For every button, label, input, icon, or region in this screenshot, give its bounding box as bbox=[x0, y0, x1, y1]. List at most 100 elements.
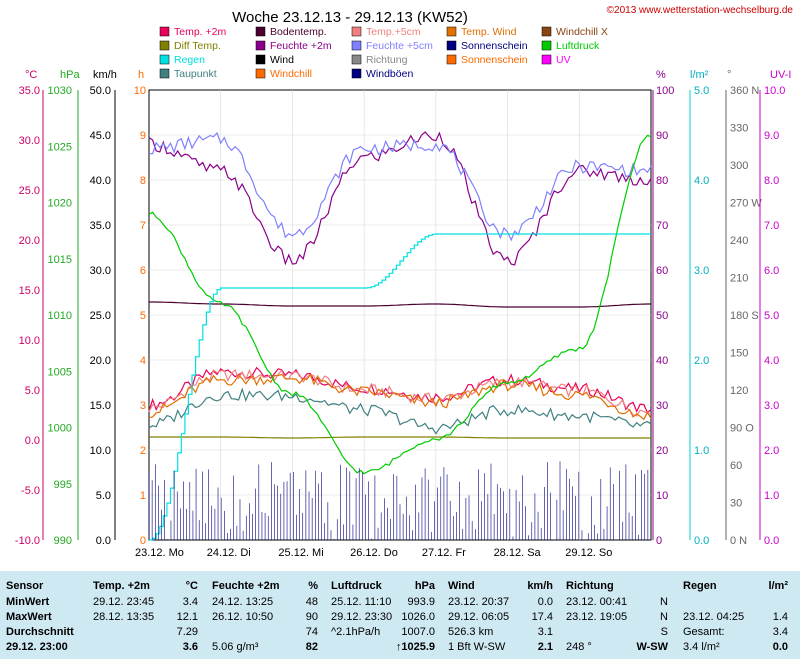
legend-label: Feuchte +2m bbox=[270, 40, 332, 52]
summary-cell: °C bbox=[185, 580, 198, 592]
legend-label: Bodentemp. bbox=[270, 26, 327, 38]
axis-tick-label: 3 bbox=[140, 400, 146, 412]
summary-cell: Richtung bbox=[566, 580, 614, 592]
axis-tick-label: 3.0 bbox=[694, 265, 709, 277]
summary-cell: MaxWert bbox=[6, 611, 52, 623]
summary-cell: 90 bbox=[305, 611, 318, 623]
axis-unit: km/h bbox=[93, 69, 117, 81]
series-line-4 bbox=[149, 301, 651, 308]
axis-tick-label: 1005 bbox=[48, 366, 72, 378]
summary-cell: S bbox=[660, 626, 668, 638]
axis-tick-label: 5.0 bbox=[96, 490, 111, 502]
summary-cell: 3.4 bbox=[772, 626, 788, 638]
series-line-1 bbox=[148, 368, 652, 417]
summary-cell: 2.1 bbox=[537, 641, 553, 653]
summary-cell: Wind bbox=[448, 580, 475, 592]
summary-table: Sensor Temp. +2m °C Feuchte +2m% Luftdruck hP… bbox=[0, 571, 800, 659]
legend-swatch bbox=[446, 26, 457, 37]
axis-tick-label: 990 bbox=[54, 535, 72, 547]
summary-cell: 23.12. 19:05 bbox=[566, 611, 628, 623]
summary-cell: 0.0 bbox=[537, 596, 553, 608]
axis-tick-label: 6 bbox=[140, 265, 146, 277]
axis-tick-label: 35.0 bbox=[90, 220, 111, 232]
summary-cell: 993.9 bbox=[407, 596, 435, 608]
legend-label: Temp.+5cm bbox=[366, 26, 421, 38]
summary-cell: km/h bbox=[527, 580, 553, 592]
legend-swatch bbox=[351, 54, 362, 65]
summary-cell: 24.12. 13:25 bbox=[212, 596, 274, 608]
axis-unit: °C bbox=[25, 69, 37, 81]
axis-tick-label: 1.0 bbox=[764, 490, 779, 502]
axis-tick-label: 30.0 bbox=[90, 265, 111, 277]
axis-tick-label: 45.0 bbox=[90, 130, 111, 142]
legend-swatch bbox=[159, 68, 170, 79]
summary-cell: 48 bbox=[305, 596, 318, 608]
summary-cell: 12.1 bbox=[176, 611, 198, 623]
axis-tick-label: 10 bbox=[134, 85, 146, 97]
axis-tick-label: 1015 bbox=[48, 254, 72, 266]
axis-tick-label: 1030 bbox=[48, 85, 72, 97]
legend-swatch bbox=[541, 40, 552, 51]
summary-cell: 74 bbox=[305, 626, 318, 638]
axis-tick-label: -5.0 bbox=[21, 485, 40, 497]
axes: 35.030.025.020.015.010.05.00.0-5.0-10.01… bbox=[15, 69, 791, 559]
day-label: 23.12. Mo bbox=[135, 547, 184, 559]
axis-tick-label: 10 bbox=[656, 490, 668, 502]
axis-unit: h bbox=[138, 69, 144, 81]
axis-tick-label: 120 bbox=[730, 385, 748, 397]
axis-tick-label: 330 bbox=[730, 123, 748, 135]
legend-swatch bbox=[446, 40, 457, 51]
axis-tick-label: 30 bbox=[730, 498, 742, 510]
legend-swatch bbox=[255, 68, 266, 79]
summary-cell: ↑1025.9 bbox=[395, 641, 435, 653]
legend-label: Wind bbox=[270, 54, 294, 66]
axis-tick-label: 90 O bbox=[730, 423, 754, 435]
day-label: 24.12. Di bbox=[207, 547, 251, 559]
axis-tick-label: 1.0 bbox=[694, 445, 709, 457]
summary-cell: 1.4 bbox=[772, 611, 788, 623]
axis-tick-label: 10.0 bbox=[764, 85, 785, 97]
axis-tick-label: 90 bbox=[656, 130, 668, 142]
axis-tick-label: 2 bbox=[140, 445, 146, 457]
summary-cell: 1026.0 bbox=[401, 611, 435, 623]
axis-tick-label: 5.0 bbox=[764, 310, 779, 322]
legend-swatch bbox=[541, 54, 552, 65]
legend-swatch bbox=[351, 40, 362, 51]
summary-cell: Sensor bbox=[6, 580, 44, 592]
series-line-8 bbox=[148, 134, 652, 475]
axis-tick-label: 20 bbox=[656, 445, 668, 457]
summary-cell: N bbox=[660, 611, 668, 623]
summary-cell: 26.12. 10:50 bbox=[212, 611, 274, 623]
summary-cell: 29.12. 06:05 bbox=[448, 611, 510, 623]
axis-tick-label: 0 N bbox=[730, 535, 747, 547]
summary-cell: 23.12. 20:37 bbox=[448, 596, 510, 608]
axis-tick-label: 25.0 bbox=[90, 310, 111, 322]
axis-tick-label: 0.0 bbox=[96, 535, 111, 547]
axis-tick-label: 360 N bbox=[730, 85, 759, 97]
legend-label: Feuchte +5cm bbox=[366, 40, 433, 52]
axis-unit: hPa bbox=[60, 69, 80, 81]
axis-tick-label: 50 bbox=[656, 310, 668, 322]
summary-cell: Luftdruck bbox=[331, 580, 382, 592]
axis-tick-label: 15.0 bbox=[90, 400, 111, 412]
summary-cell: N bbox=[660, 596, 668, 608]
axis-tick-label: 8 bbox=[140, 175, 146, 187]
axis-tick-label: 40 bbox=[656, 355, 668, 367]
summary-cell: 29.12. 23:45 bbox=[93, 596, 155, 608]
summary-cell: 3.4 l/m² bbox=[683, 641, 720, 653]
axis-tick-label: 210 bbox=[730, 273, 748, 285]
summary-cell: Temp. +2m bbox=[93, 580, 150, 592]
axis-tick-label: 20.0 bbox=[90, 355, 111, 367]
summary-cell: Feuchte +2m bbox=[212, 580, 280, 592]
axis-tick-label: 50.0 bbox=[90, 85, 111, 97]
axis-tick-label: 7.0 bbox=[764, 220, 779, 232]
axis-tick-label: 995 bbox=[54, 479, 72, 491]
legend-swatch bbox=[159, 54, 170, 65]
axis-tick-label: 10.0 bbox=[90, 445, 111, 457]
axis-tick-label: 80 bbox=[656, 175, 668, 187]
summary-cell: hPa bbox=[414, 580, 435, 592]
axis-tick-label: 1020 bbox=[48, 198, 72, 210]
axis-tick-label: 150 bbox=[730, 348, 748, 360]
legend-label: Richtung bbox=[366, 54, 408, 66]
axis-tick-label: 240 bbox=[730, 235, 748, 247]
